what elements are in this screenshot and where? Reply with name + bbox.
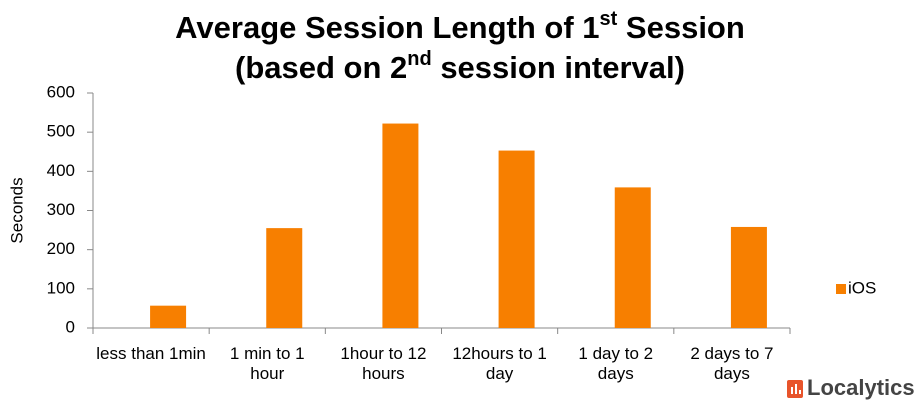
bar [150, 305, 187, 328]
brand-icon-bar [791, 387, 793, 394]
bar [498, 150, 535, 328]
title-part: (based on 2 [235, 50, 407, 85]
title-superscript: nd [407, 48, 431, 70]
x-tick-label: less than 1min [96, 344, 206, 363]
bar [382, 123, 419, 328]
y-tick-label: 0 [66, 317, 75, 336]
x-tick-label: 1hour to 12 hours [340, 344, 427, 383]
title-superscript: st [600, 8, 618, 30]
y-tick-label: 200 [47, 239, 75, 258]
title-part: Average Session Length of 1 [175, 10, 599, 45]
y-tick-label: 600 [47, 82, 75, 101]
x-tick-label: 1 min to 1 hour [229, 344, 305, 383]
y-axis-label: Seconds [7, 177, 26, 243]
bar [614, 187, 651, 328]
chart-title: (based on 2nd session interval) [235, 48, 685, 85]
title-part: Session [617, 10, 745, 45]
brand-icon-bar [795, 384, 797, 394]
y-tick-label: 400 [47, 161, 75, 180]
x-tick-label: 1 day to 2 days [578, 344, 654, 383]
brand-name: Localytics [807, 375, 915, 400]
title-part: session interval) [432, 50, 685, 85]
y-tick-label: 100 [47, 278, 75, 297]
bar [730, 226, 767, 328]
y-tick-label: 300 [47, 200, 75, 219]
chart-title: Average Session Length of 1st Session [175, 8, 745, 45]
brand-icon-bar [799, 390, 801, 394]
x-tick-label: 2 days to 7 days [690, 344, 774, 383]
x-tick-label: 12hours to 1 day [452, 344, 547, 383]
legend-label: iOS [848, 278, 876, 297]
bar [266, 228, 303, 328]
legend-swatch [836, 284, 846, 294]
y-tick-label: 500 [47, 122, 75, 141]
